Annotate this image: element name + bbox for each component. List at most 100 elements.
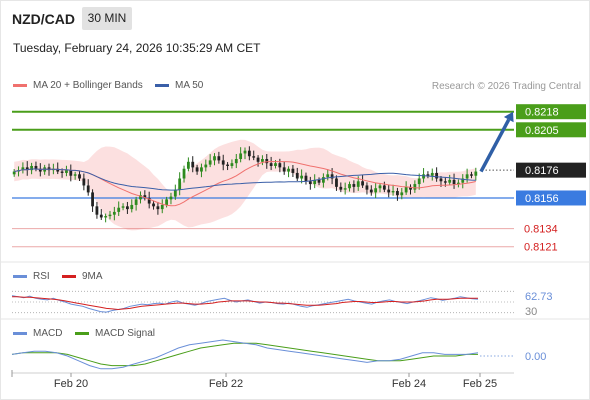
projection-arrow-shaft: [479, 118, 511, 173]
timeframe-badge[interactable]: 30 MIN: [82, 7, 132, 30]
candle-body: [200, 167, 203, 172]
candle-body: [269, 163, 273, 166]
candle-body: [95, 206, 99, 215]
candle-body: [21, 167, 25, 171]
candle-body: [339, 186, 343, 190]
ma50-line: [14, 168, 476, 191]
legend-macd-swatch: [13, 331, 27, 335]
legend-macd-signal-label: MACD Signal: [95, 328, 156, 339]
level-tag-0: [516, 104, 586, 120]
macd-line: [11, 339, 479, 370]
candle-body: [330, 174, 334, 179]
candle-body: [104, 216, 108, 218]
x-tick-label: Feb 22: [209, 378, 243, 390]
candle-body: [443, 181, 447, 183]
candle-body: [208, 160, 212, 165]
candle-body: [99, 214, 103, 218]
candle-body: [404, 186, 408, 193]
macd-value-label: 0.00: [525, 351, 546, 363]
candle-body: [221, 160, 225, 165]
candle-body: [374, 188, 378, 193]
candle-body: [409, 186, 412, 190]
candle-body: [361, 181, 364, 186]
datetime-label: Tuesday, February 24, 2026 10:35:29 AM C…: [13, 41, 261, 55]
candle-body: [30, 165, 33, 171]
candle-body: [387, 189, 391, 193]
candle-body: [160, 204, 164, 210]
candle-body: [25, 167, 29, 171]
candle-body: [435, 172, 439, 179]
candle-body: [343, 188, 347, 190]
level-tag-1: [516, 122, 586, 138]
legend-ma50: MA 50: [155, 80, 203, 91]
candle-body: [382, 185, 386, 190]
candle-body: [243, 150, 247, 154]
candle-body: [126, 206, 129, 210]
legend-rsi-ma-swatch: [62, 274, 76, 278]
candle-body: [34, 165, 38, 169]
candle-body: [356, 181, 360, 187]
candle-body: [204, 164, 208, 168]
candle-body: [117, 207, 121, 212]
candle-body: [365, 185, 369, 190]
candle-body: [396, 191, 399, 196]
projection-arrow-head: [503, 111, 514, 123]
candle-body: [156, 206, 160, 210]
legend-rsi-ma-label: 9MA: [82, 271, 103, 282]
x-tick-label: Feb 25: [463, 378, 497, 390]
candle-body: [391, 191, 395, 193]
candle-body: [152, 203, 155, 207]
candle-body: [121, 206, 125, 208]
candle-body: [470, 174, 473, 176]
credit-text: Research © 2026 Trading Central: [431, 81, 581, 92]
candle-body: [313, 179, 317, 185]
candle-body: [461, 178, 465, 183]
legend-rsi-ma: 9MA: [62, 271, 103, 282]
legend-macd-label: MACD: [33, 328, 63, 339]
legend-macd-signal: MACD Signal: [75, 328, 155, 339]
candle-body: [165, 199, 169, 205]
candle-body: [56, 168, 60, 172]
candle-body: [182, 168, 186, 179]
legend-ma20: MA 20 + Bollinger Bands: [13, 80, 143, 91]
candle-body: [173, 189, 177, 197]
candle-body: [274, 163, 277, 166]
rsi-ma-line: [12, 296, 478, 311]
level-label-0: 0.8218: [525, 107, 559, 119]
candle-body: [239, 153, 243, 160]
candle-body: [278, 163, 282, 168]
rsi-tick-label: 30: [525, 306, 537, 318]
legend-ma50-label: MA 50: [175, 80, 204, 91]
last-price-tag: [516, 162, 586, 178]
legend-macd: MACD: [13, 328, 62, 339]
candle-body: [287, 168, 290, 172]
legend-ma20-swatch: [13, 83, 27, 87]
candle-body: [317, 179, 321, 183]
candle-body: [261, 159, 264, 162]
candle-body: [73, 174, 77, 176]
candle-body: [134, 199, 138, 205]
legend-rsi: RSI: [13, 271, 50, 282]
level-tag-2: [516, 190, 586, 206]
candle-body: [91, 192, 94, 207]
candle-body: [65, 170, 68, 173]
candle-body: [448, 179, 452, 183]
candle-body: [430, 172, 434, 176]
candle-body: [304, 175, 308, 182]
candle-body: [452, 179, 456, 185]
bollinger-band: [14, 139, 476, 231]
candle-body: [130, 204, 134, 210]
candle-body: [147, 197, 151, 204]
candle-body: [178, 178, 182, 190]
last-price-label: 0.8176: [525, 165, 559, 177]
candle-body: [426, 174, 430, 176]
symbol-title: NZD/CAD: [12, 11, 75, 27]
candle-body: [78, 174, 81, 179]
candle-body: [335, 178, 338, 187]
level-label-2: 0.8156: [525, 193, 559, 205]
candle-body: [38, 168, 42, 172]
legend-ma50-swatch: [155, 83, 169, 87]
candle-body: [256, 157, 260, 162]
